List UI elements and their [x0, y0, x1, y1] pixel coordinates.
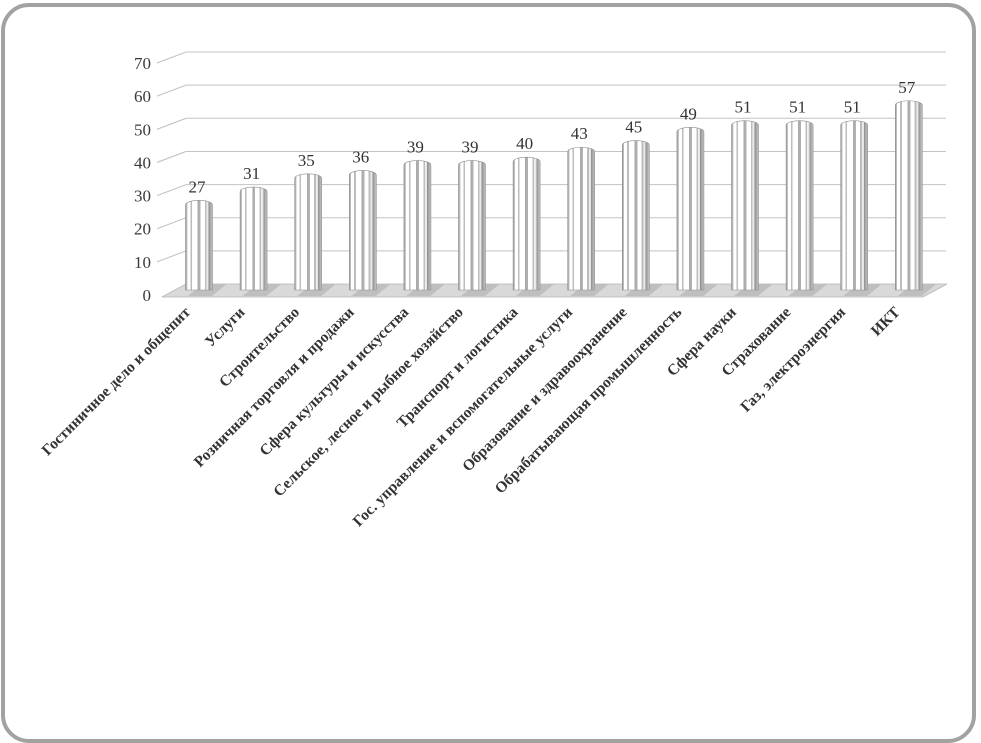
- bar-value-label: 51: [789, 98, 806, 117]
- bar-value-label: 43: [571, 124, 588, 143]
- category-label: ИКТ: [868, 303, 904, 339]
- y-axis-label: 30: [134, 187, 151, 206]
- bar-value-label: 51: [735, 98, 752, 117]
- bar: [731, 120, 759, 291]
- bar-value-label: 45: [625, 118, 642, 137]
- bar: [895, 100, 923, 291]
- grid-depth-connector: [156, 217, 187, 230]
- bar-value-label: 36: [352, 147, 369, 166]
- category-label: Гостиничное дело и общепит: [39, 304, 194, 459]
- bar: [239, 186, 268, 291]
- y-axis-label: 0: [143, 286, 152, 305]
- grid-depth-connector: [156, 51, 187, 64]
- chart-floor: [161, 283, 948, 298]
- bar: [785, 120, 814, 291]
- y-axis-label: 40: [134, 153, 151, 172]
- category-label: Услуги: [202, 304, 249, 351]
- bar: [185, 200, 213, 291]
- y-axis-label: 60: [134, 87, 151, 106]
- bar-value-label: 57: [898, 78, 916, 97]
- bar: [349, 170, 377, 291]
- bar: [622, 140, 650, 291]
- bar-value-label: 39: [407, 138, 424, 157]
- y-axis-label: 70: [134, 54, 151, 73]
- category-label: Газ, электроэнергия: [737, 304, 849, 416]
- bar: [294, 173, 322, 291]
- bar: [676, 127, 705, 291]
- bar-value-label: 35: [298, 151, 315, 170]
- bar-value-label: 31: [243, 164, 260, 183]
- bar-value-label: 39: [462, 138, 479, 157]
- bar-chart: 0 10 20 30 40 50 60 70 27 31 35 36 39 39 40 43 45 49 51 51 5…: [39, 51, 948, 530]
- bar-value-label: 49: [680, 104, 697, 123]
- y-axis-label: 10: [134, 253, 151, 272]
- grid-depth-connector: [156, 117, 187, 130]
- bar: [458, 160, 486, 291]
- bar-value-label: 51: [844, 98, 861, 117]
- category-label: Сельское, лесное и рыбное хозяйство: [270, 304, 467, 501]
- bar-value-label: 40: [516, 134, 533, 153]
- bar: [512, 156, 541, 291]
- bar: [403, 160, 432, 291]
- grid-depth-connector: [156, 84, 187, 97]
- bar-value-label: 27: [189, 177, 207, 196]
- grid-depth-connector: [156, 184, 187, 197]
- grid-depth-connector: [156, 250, 187, 263]
- bar: [840, 120, 868, 291]
- grid-depth-connector: [156, 150, 187, 163]
- y-axis-label: 20: [134, 220, 151, 239]
- bar: [567, 146, 595, 291]
- y-axis-label: 50: [134, 120, 151, 139]
